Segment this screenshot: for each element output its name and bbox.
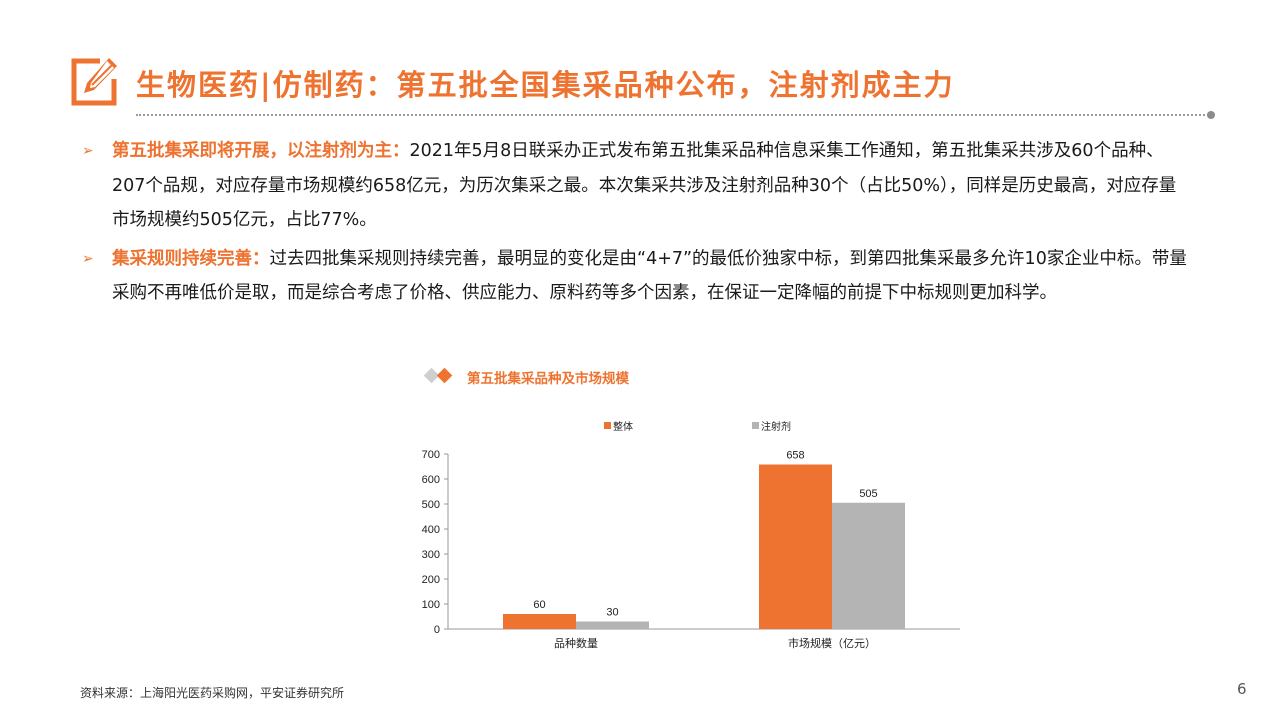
y-tick-label: 0 (434, 624, 440, 636)
data-label: 30 (606, 607, 618, 619)
y-tick-label: 400 (422, 524, 440, 536)
bar-chart: 0 100 200 300 400 500 600 700 整体 注射剂 60 30 品种数量 658 50… (422, 420, 960, 650)
x-category-label: 品种数量 (554, 636, 598, 650)
bullet-item: ➢ 第五批集采即将开展，以注射剂为主：2021年5月8日联采办正式发布第五批集采… (80, 134, 1190, 238)
bar-injection (832, 502, 905, 629)
title-divider (136, 114, 1212, 116)
bullet-item: ➢ 集采规则持续完善：过去四批集采规则持续完善，最明显的变化是由“4+7”的最低… (80, 242, 1190, 311)
diamond-orange-icon (436, 367, 453, 384)
bullet-text: 过去四批集采规则持续完善，最明显的变化是由“4+7”的最低价独家中标，到第四批集… (112, 248, 1187, 304)
y-tick-label: 300 (422, 549, 440, 561)
bullet-list: ➢ 第五批集采即将开展，以注射剂为主：2021年5月8日联采办正式发布第五批集采… (80, 134, 1190, 315)
data-label: 658 (786, 450, 804, 462)
bullet-lead: 集采规则持续完善： (112, 248, 270, 269)
y-tick-label: 500 (422, 499, 440, 511)
bullet-lead: 第五批集采即将开展，以注射剂为主： (112, 141, 410, 161)
chart-title: 第五批集采品种及市场规模 (467, 371, 629, 387)
data-label: 60 (533, 599, 545, 611)
legend-swatch (752, 422, 759, 429)
divider-dot (1207, 111, 1215, 119)
bullet-text: 2021年5月8日联采办正式发布第五批集采品种信息采集工作通知，第五批集采共涉及… (112, 141, 1177, 230)
arrow-bullet-icon: ➢ (82, 250, 94, 267)
legend-swatch (604, 422, 611, 429)
bar-overall (503, 614, 576, 629)
bar-injection (576, 621, 649, 629)
page-number: 6 (1237, 680, 1247, 698)
y-tick-label: 700 (422, 449, 440, 461)
legend-label: 整体 (613, 420, 633, 433)
data-label: 505 (859, 488, 877, 500)
y-tick-label: 100 (422, 599, 440, 611)
source-note: 资料来源：上海阳光医药采购网，平安证券研究所 (80, 686, 345, 700)
bar-overall (759, 464, 832, 629)
x-category-label: 市场规模（亿元） (788, 636, 876, 650)
arrow-bullet-icon: ➢ (82, 143, 94, 159)
legend-label: 注射剂 (761, 420, 791, 433)
y-tick-label: 200 (422, 574, 440, 586)
page-title: 生物医药|仿制药：第五批全国集采品种公布，注射剂成主力 (136, 68, 955, 102)
edit-pencil-icon (70, 57, 120, 107)
y-tick-label: 600 (422, 474, 440, 486)
